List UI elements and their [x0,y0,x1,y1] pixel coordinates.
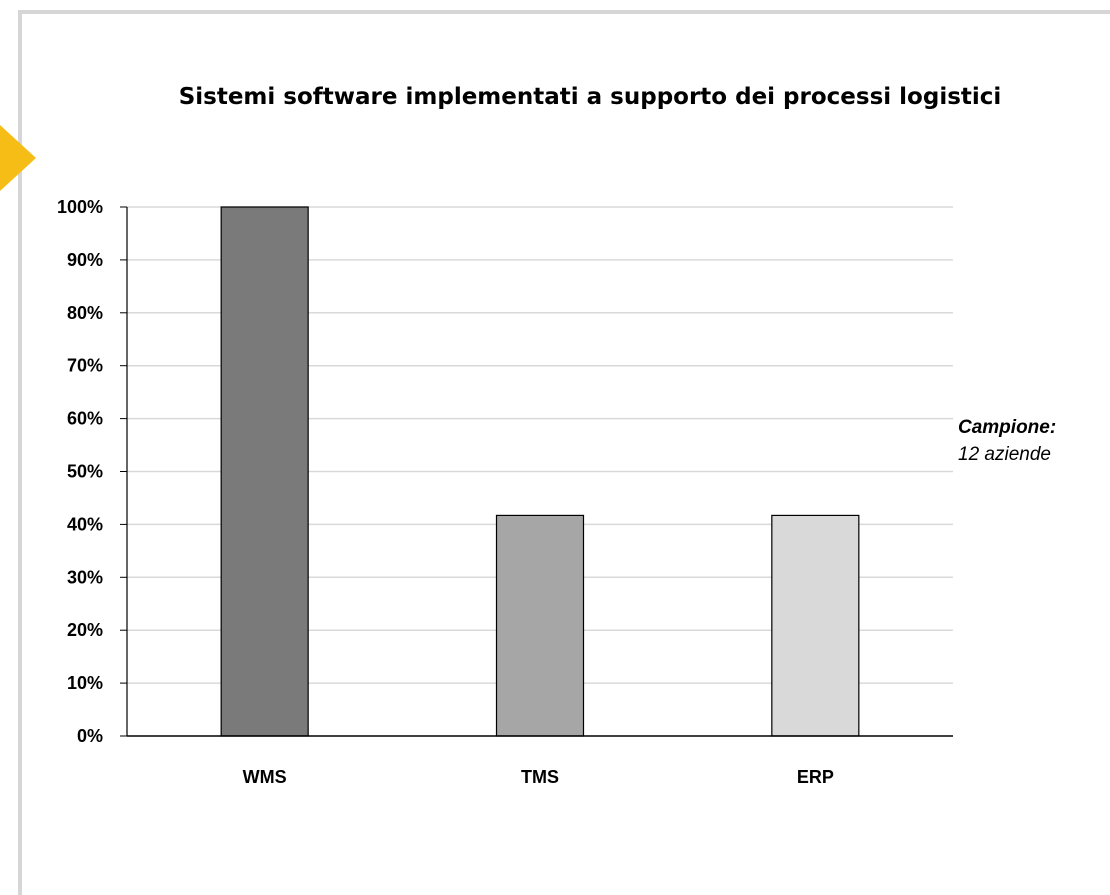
bars [220,206,860,737]
x-category-label: WMS [243,767,287,787]
sample-note-text: 12 aziende [958,444,1051,465]
y-tick-label: 90% [67,250,103,270]
y-tick-label: 20% [67,620,103,640]
x-category-labels: WMS TMS ERP [243,767,834,787]
bar-erp [771,514,860,737]
y-tick-label: 70% [67,356,103,376]
y-tick-label: 0% [77,726,103,746]
sample-note-label: Campione: [958,417,1057,438]
axes [120,206,953,737]
y-tick-label: 40% [67,514,103,534]
y-tick-label: 80% [67,303,103,323]
bar-wms [220,206,309,737]
y-tick-label: 100% [57,197,103,217]
sample-note: Campione: 12 aziende [958,414,1056,468]
y-tick-label: 60% [67,409,103,429]
x-category-label: ERP [797,767,834,787]
y-tick-labels: 0% 10% 20% 30% 40% 50% 60% 70% 80% 90% 100% [57,197,103,746]
x-category-label: TMS [521,767,559,787]
bar-tms [495,514,585,737]
chart-title: Sistemi software implementati a supporto… [178,84,1002,110]
y-tick-label: 50% [67,462,103,482]
y-tick-label: 10% [67,673,103,693]
y-tick-label: 30% [67,567,103,587]
accent-triangle [0,125,36,191]
slide-frame [18,10,1110,895]
